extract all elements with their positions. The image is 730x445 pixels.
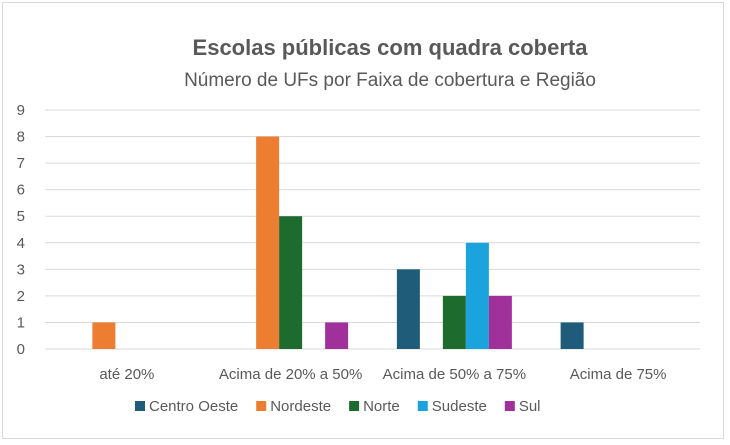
y-tick-label: 3: [17, 261, 25, 278]
legend-label: Norte: [363, 398, 400, 415]
legend-swatch: [349, 401, 360, 411]
chart-title: Escolas públicas com quadra coberta: [193, 35, 589, 60]
y-tick-label: 9: [17, 102, 25, 119]
legend-swatch: [135, 401, 145, 411]
x-tick-label: até 20%: [99, 366, 154, 383]
bar: [256, 136, 280, 349]
legend-label: Centro Oeste: [149, 398, 238, 415]
legend: Centro Oeste Nordeste Norte Sudeste Sul: [135, 398, 541, 415]
x-tick-label: Acima de 50% a 75%: [383, 366, 526, 383]
bar: [465, 242, 489, 349]
bar: [442, 295, 466, 349]
x-tick-label: Acima de 75%: [570, 366, 667, 383]
y-tick-label: 7: [17, 155, 25, 172]
y-tick-label: 8: [17, 129, 25, 146]
bar: [325, 322, 349, 349]
bar-chart: Escolas públicas com quadra coberta Núme…: [17, 35, 700, 415]
chart-subtitle: Número de UFs por Faixa de cobertura e R…: [184, 70, 596, 91]
y-axis-ticks: 0 1 2 3 4 5 6 7 8 9: [17, 102, 25, 358]
legend-swatch: [417, 401, 428, 411]
gridlines: [45, 109, 700, 350]
y-tick-label: 2: [17, 288, 25, 305]
legend-label: Nordeste: [270, 398, 331, 415]
legend-label: Sudeste: [432, 398, 487, 415]
bar: [488, 295, 512, 349]
y-tick-label: 0: [17, 341, 25, 358]
bar: [92, 322, 116, 349]
legend-label: Sul: [519, 398, 541, 415]
x-axis-labels: até 20% Acima de 20% a 50% Acima de 50% a …: [99, 366, 666, 383]
bar: [279, 216, 303, 349]
bars: [92, 136, 584, 349]
legend-swatch: [256, 401, 267, 411]
y-tick-label: 1: [17, 314, 25, 331]
bar: [396, 269, 420, 349]
legend-swatch: [504, 401, 515, 411]
chart-frame: Escolas públicas com quadra coberta Núme…: [2, 2, 724, 439]
bar: [560, 322, 584, 349]
y-tick-label: 5: [17, 208, 25, 225]
y-tick-label: 4: [17, 235, 25, 252]
y-tick-label: 6: [17, 182, 25, 199]
x-tick-label: Acima de 20% a 50%: [219, 366, 362, 383]
